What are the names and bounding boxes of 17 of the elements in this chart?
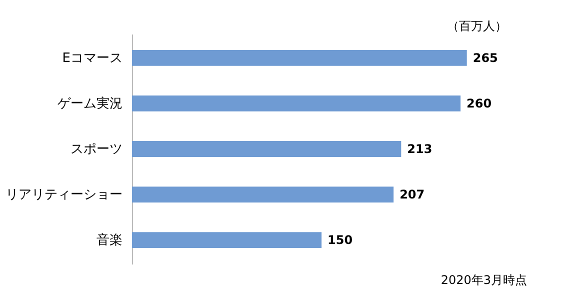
y-tick-label: リアリティーショー bbox=[6, 188, 122, 203]
y-tick-label: ゲーム実況 bbox=[58, 95, 122, 112]
y-tick-label: 音楽 bbox=[96, 233, 122, 248]
data-label: 150 bbox=[328, 233, 353, 248]
text: （百万人） bbox=[447, 19, 507, 33]
bar bbox=[132, 95, 461, 112]
bar bbox=[132, 141, 402, 157]
bar bbox=[132, 50, 467, 66]
text: 2020年3月時点 bbox=[440, 273, 527, 287]
y-tick-label: スポーツ bbox=[70, 142, 122, 157]
data-label: 207 bbox=[400, 188, 425, 202]
data-label: 260 bbox=[466, 96, 492, 110]
y-tick-label: Eコマース bbox=[62, 50, 122, 66]
data-label: 213 bbox=[407, 142, 432, 156]
bar bbox=[132, 232, 322, 248]
data-label: 265 bbox=[472, 50, 498, 65]
bar bbox=[132, 186, 394, 203]
